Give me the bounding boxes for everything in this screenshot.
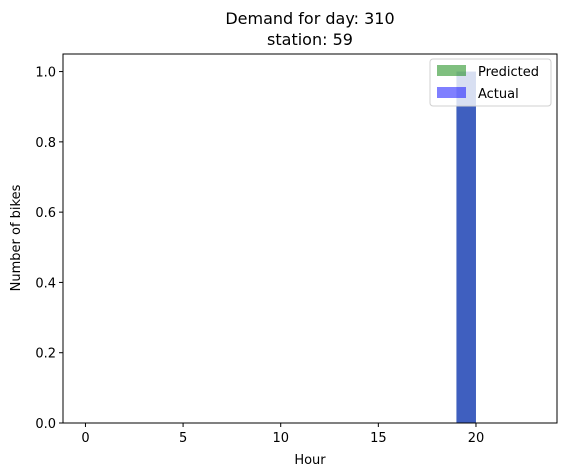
x-tick-label-4: 20 — [468, 431, 485, 446]
x-tick-label-3: 15 — [370, 431, 387, 446]
bars-layer — [456, 71, 476, 424]
legend: Predicted Actual — [429, 58, 552, 107]
y-axis-ticks: 0.0 0.2 0.4 0.6 0.8 1.0 — [35, 66, 63, 432]
legend-swatch-predicted — [437, 65, 466, 76]
title-line-2: station: 59 — [267, 30, 353, 49]
bar-actual-0 — [456, 71, 476, 424]
y-tick-label-2: 0.4 — [35, 276, 56, 291]
x-tick-label-2: 10 — [272, 431, 289, 446]
legend-label-predicted: Predicted — [478, 65, 539, 80]
legend-swatch-actual — [437, 87, 466, 98]
x-tick-label-0: 0 — [81, 431, 89, 446]
title-line-1: Demand for day: 310 — [225, 9, 394, 28]
chart-title: Demand for day: 310 station: 59 — [225, 9, 394, 49]
x-axis-ticks: 0 5 10 15 20 — [81, 423, 484, 446]
y-tick-label-5: 1.0 — [35, 66, 56, 81]
y-tick-label-0: 0.0 — [35, 417, 56, 432]
plot-frame — [62, 53, 558, 424]
x-tick-label-1: 5 — [179, 431, 187, 446]
x-axis-label: Hour — [294, 453, 326, 468]
y-axis-label: Number of bikes — [9, 184, 24, 291]
y-tick-label-3: 0.6 — [35, 206, 56, 221]
y-tick-label-1: 0.2 — [35, 347, 56, 362]
y-tick-label-4: 0.8 — [35, 136, 56, 151]
legend-label-actual: Actual — [478, 87, 519, 102]
